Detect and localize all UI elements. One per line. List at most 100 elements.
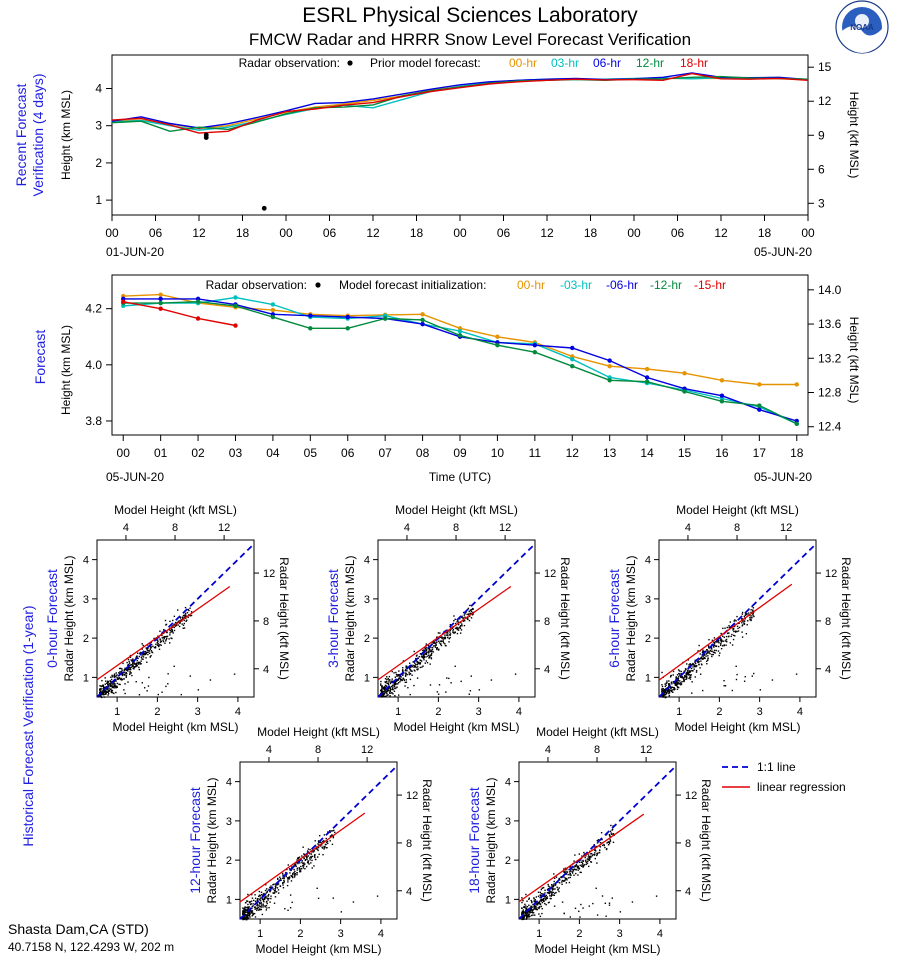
scatter-point: [258, 904, 260, 906]
scatter-point: [124, 667, 126, 669]
scatter-point: [269, 901, 271, 903]
scatter-point: [577, 865, 580, 868]
scatter-point: [668, 680, 670, 682]
scatter-point: [397, 675, 400, 677]
scatter-point: [422, 656, 424, 658]
scatter-point: [179, 617, 182, 619]
scatter-point: [684, 675, 686, 677]
scatter-point: [535, 896, 538, 898]
scatter-point: [389, 681, 392, 683]
scatter-point: [454, 618, 456, 621]
scatter-point: [129, 673, 131, 676]
scatter-point: [99, 691, 101, 693]
scatter-point: [112, 682, 115, 684]
scatter-point: [136, 665, 138, 667]
scatter-point: [291, 866, 293, 868]
scatter-point: [743, 622, 746, 625]
scatter-point: [164, 640, 167, 642]
scatter-point: [256, 908, 259, 910]
scatter-point: [708, 646, 710, 648]
scatter-point: [171, 637, 173, 640]
scatter-point: [125, 673, 128, 675]
scatter-point: [304, 863, 306, 865]
scatter-point: [116, 678, 119, 680]
scatter-point: [442, 642, 445, 644]
scatter-point: [598, 849, 601, 851]
scatter-point: [422, 657, 425, 659]
scatter-point: [327, 831, 329, 833]
scatter-point: [540, 898, 542, 901]
scatter-point: [296, 857, 299, 860]
scatter-point: [571, 872, 574, 874]
scatter-point: [706, 663, 708, 665]
scatter-point: [714, 652, 716, 654]
scatter-point: [273, 892, 276, 894]
scatter-point: [285, 871, 287, 874]
scatter-point: [576, 865, 579, 867]
scatter-point: [668, 694, 671, 697]
scatter-point: [587, 856, 590, 858]
scatter-point: [662, 694, 665, 697]
scatter-point: [795, 673, 798, 675]
scatter-point: [424, 653, 427, 655]
scatter-point: [276, 883, 279, 886]
scatter-point: [531, 910, 534, 912]
scatter-point: [551, 891, 553, 893]
scatter-point: [102, 685, 104, 687]
scatter-point: [393, 683, 396, 685]
scatter-point: [586, 862, 589, 864]
scatter-point: [543, 900, 545, 902]
scatter-point: [425, 653, 428, 655]
scatter-point: [532, 912, 535, 914]
scatter-point: [329, 840, 331, 842]
scatter-point: [103, 690, 105, 693]
scatter-point: [524, 906, 526, 909]
y-axis-label: Radar Height (km MSL): [62, 555, 76, 681]
scatter-point: [612, 841, 615, 844]
scatter-point: [567, 877, 570, 879]
scatter-point: [460, 621, 462, 624]
one-to-one-line: [377, 543, 536, 698]
scatter-point: [311, 851, 313, 853]
scatter-point: [246, 912, 249, 914]
scatter-point: [130, 668, 132, 671]
scatter-point: [605, 915, 607, 917]
scatter-point: [129, 656, 132, 658]
y2-tick-label: 13.6: [818, 317, 842, 331]
scatter-point: [741, 631, 743, 633]
scatter-point: [164, 642, 166, 644]
scatter-point: [673, 687, 676, 689]
scatter-point: [283, 881, 285, 884]
scatter-points: [521, 824, 658, 921]
scatter-point: [428, 648, 431, 651]
series-point: [570, 345, 575, 351]
scatter-point: [250, 900, 253, 902]
scatter-point: [459, 618, 461, 620]
scatter-point: [298, 868, 301, 870]
scatter-point: [449, 634, 451, 637]
scatter-point: [759, 689, 762, 691]
legend-one-to-one-label: 1:1 line: [757, 760, 796, 774]
scatter-point: [566, 879, 568, 881]
scatter-point: [694, 665, 696, 668]
scatter-point: [435, 647, 438, 650]
scatter-point: [533, 906, 536, 909]
scatter-point: [330, 830, 333, 832]
scatter-point: [701, 655, 703, 657]
scatter-point: [148, 676, 150, 679]
scatter-point: [730, 635, 732, 638]
scatter-point: [563, 871, 565, 874]
scatter-point: [410, 670, 412, 672]
radar-observation-point: [261, 205, 267, 211]
scatter-point: [470, 609, 472, 611]
scatter-point: [417, 668, 419, 670]
scatter-point: [685, 675, 688, 677]
scatter-point: [397, 681, 400, 684]
scatter-point: [735, 630, 737, 632]
y2-axis-label: Radar Height (kft MSL): [839, 557, 853, 680]
scatter-point: [160, 641, 162, 643]
scatter-point: [523, 911, 526, 913]
scatter-point: [599, 841, 602, 844]
scatter-point: [101, 679, 103, 682]
scatter-point: [685, 678, 687, 681]
